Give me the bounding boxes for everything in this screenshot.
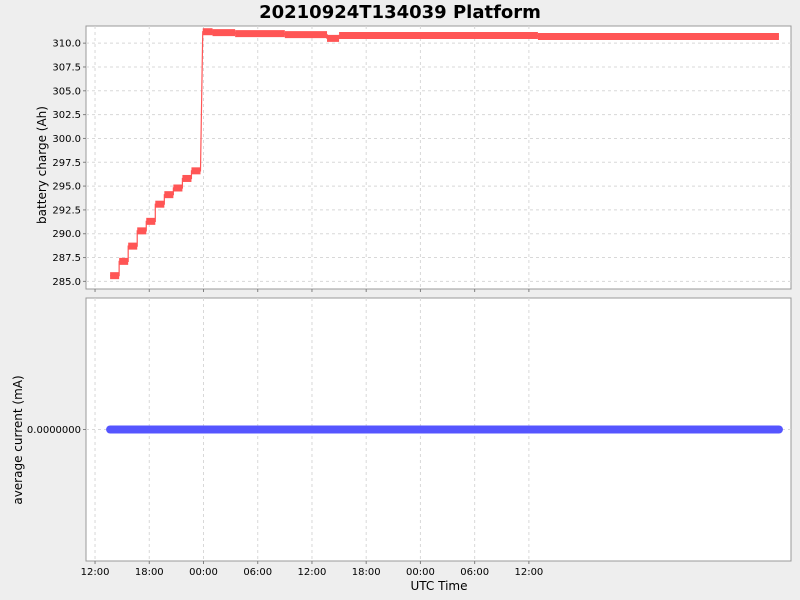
lower-grid xyxy=(86,298,791,561)
upper-y-tick-label: 292.5 xyxy=(52,205,81,216)
upper-y-tick-label: 295.0 xyxy=(52,182,81,193)
lower-plot: 0.0000000 average current (mA) xyxy=(11,297,792,562)
upper-plot-area xyxy=(85,25,792,290)
upper-y-tick-label: 290.0 xyxy=(52,229,81,240)
x-tick-label: 06:00 xyxy=(243,567,272,578)
lower-y-ticks: 0.0000000 xyxy=(27,425,86,436)
upper-y-tick-label: 307.5 xyxy=(52,62,81,73)
x-tick-label: 12:00 xyxy=(298,567,327,578)
x-tick-label: 06:00 xyxy=(460,567,489,578)
upper-y-tick-label: 310.0 xyxy=(52,39,81,50)
x-ticks: 12:00 18:00 00:00 06:00 12:00 18:00 00:00 06:00… xyxy=(81,561,543,578)
battery-charge-series xyxy=(110,28,779,280)
upper-grid xyxy=(86,26,791,289)
upper-y-tick-label: 287.5 xyxy=(52,253,81,264)
lower-y-tick-label: 0.0000000 xyxy=(27,425,81,436)
x-tick-label: 18:00 xyxy=(135,567,164,578)
upper-y-axis-label: battery charge (Ah) xyxy=(35,106,49,224)
upper-y-tick-label: 297.5 xyxy=(52,158,81,169)
x-tick-label: 18:00 xyxy=(352,567,381,578)
x-tick-label: 00:00 xyxy=(406,567,435,578)
chart-title: 20210924T134039 Platform xyxy=(259,2,541,23)
x-tick-label: 12:00 xyxy=(81,567,110,578)
x-tick-label: 00:00 xyxy=(189,567,218,578)
upper-y-ticks: 285.0 287.5 290.0 292.5 295.0 297.5 300.0 302.5… xyxy=(52,39,530,292)
x-axis-label: UTC Time xyxy=(411,579,468,593)
upper-y-tick-label: 302.5 xyxy=(52,110,81,121)
x-tick-label: 12:00 xyxy=(514,567,543,578)
upper-y-tick-label: 300.0 xyxy=(52,134,81,145)
lower-y-axis-label: average current (mA) xyxy=(11,375,25,504)
upper-y-tick-label: 285.0 xyxy=(52,277,81,288)
upper-plot: 285.0 287.5 290.0 292.5 295.0 297.5 300.0 302.5… xyxy=(35,25,792,292)
upper-y-tick-label: 305.0 xyxy=(52,86,81,97)
